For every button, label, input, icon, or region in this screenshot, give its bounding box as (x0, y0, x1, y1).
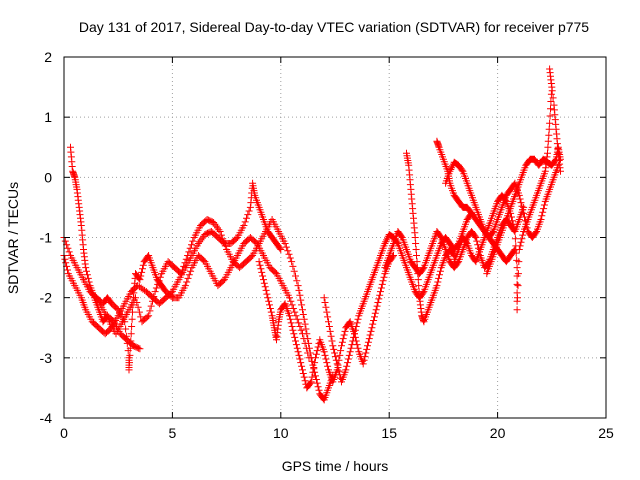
y-tick-label: -1 (40, 230, 53, 246)
series-sat-d (93, 216, 337, 404)
y-tick-label: 0 (44, 169, 52, 185)
data-points (60, 65, 564, 404)
x-tick-label: 5 (169, 425, 177, 441)
y-tick-label: -2 (40, 290, 53, 306)
data-point-markers (93, 216, 337, 404)
x-tick-label: 10 (273, 425, 289, 441)
data-point-markers (255, 252, 397, 392)
x-tick-label: 15 (381, 425, 397, 441)
y-tick-label: 1 (44, 109, 52, 125)
x-tick-label: 20 (490, 425, 506, 441)
axes: 0 5 10 15 20 25 -4 -3 -2 -1 0 1 2 (40, 49, 614, 441)
y-tick-label: 2 (44, 49, 52, 65)
series-sat-c (60, 234, 313, 374)
series-sat-l (381, 203, 528, 278)
x-axis-label: GPS time / hours (282, 458, 389, 474)
y-axis-label: SDTVAR / TECUs (5, 182, 21, 294)
y-tick-label: -3 (40, 350, 53, 366)
y-tick-label: -4 (40, 410, 53, 426)
data-point-markers (381, 203, 528, 278)
chart-title: Day 131 of 2017, Sidereal Day-to-day VTE… (79, 19, 589, 35)
x-tick-label: 0 (60, 425, 68, 441)
x-tick-label: 25 (598, 425, 614, 441)
data-point-markers (60, 234, 313, 374)
data-point-markers (442, 158, 562, 241)
series-sat-e (255, 252, 397, 392)
series-sat-i (442, 158, 562, 241)
